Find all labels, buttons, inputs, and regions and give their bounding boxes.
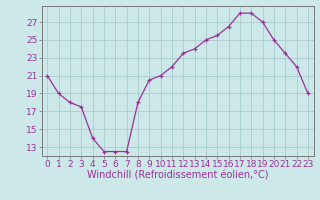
- X-axis label: Windchill (Refroidissement éolien,°C): Windchill (Refroidissement éolien,°C): [87, 171, 268, 181]
